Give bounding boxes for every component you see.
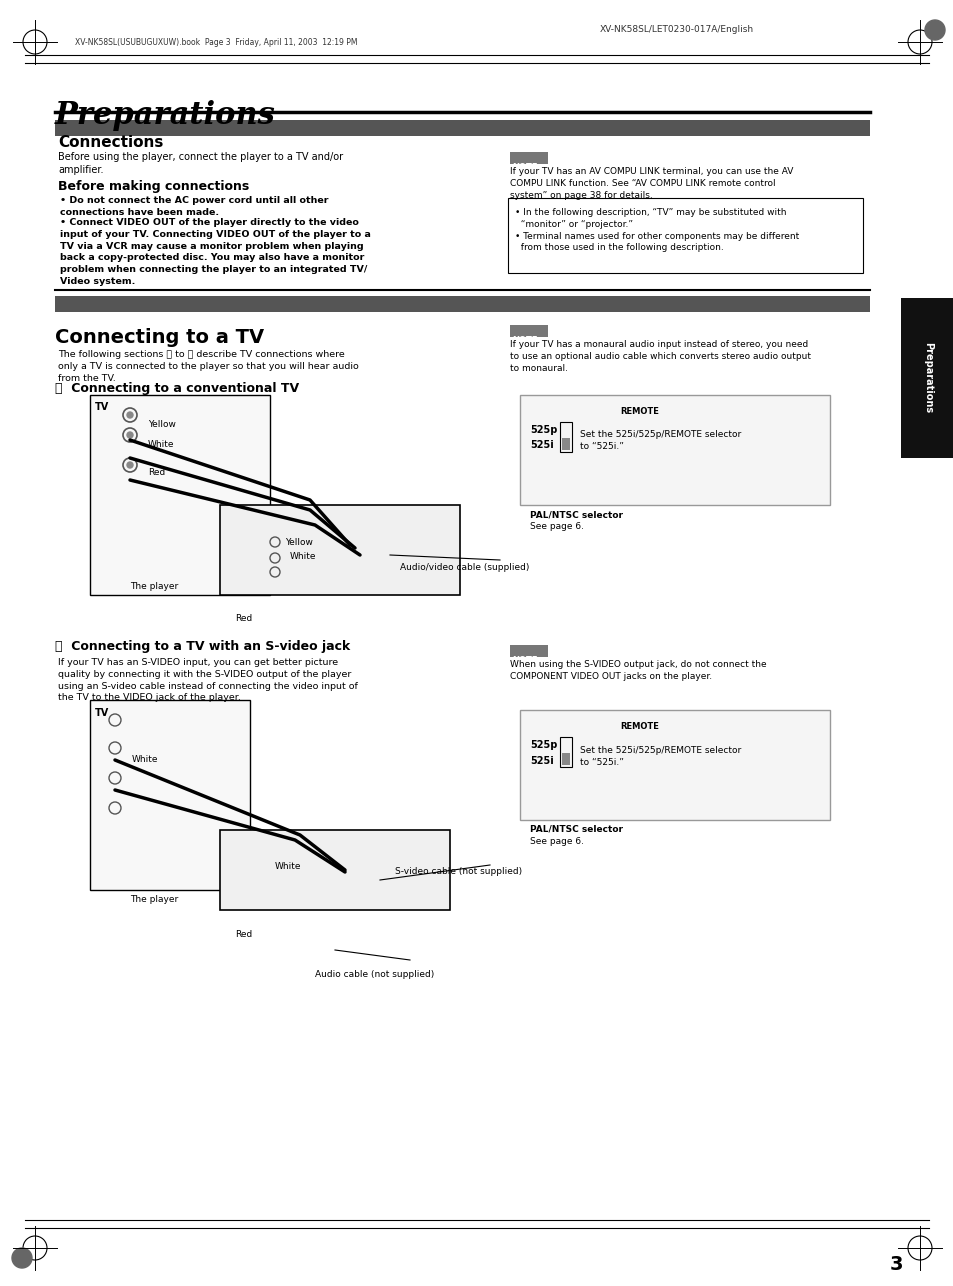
Text: TV: TV xyxy=(95,709,110,718)
Text: The player: The player xyxy=(130,895,178,904)
Bar xyxy=(55,296,869,312)
Text: Ⓐ  Connecting to a conventional TV: Ⓐ Connecting to a conventional TV xyxy=(55,382,299,395)
Bar xyxy=(510,152,547,165)
Text: NOTE: NOTE xyxy=(512,656,537,665)
Text: White: White xyxy=(132,755,158,764)
Bar xyxy=(507,198,862,273)
Text: PAL/NTSC selector: PAL/NTSC selector xyxy=(530,511,622,520)
Text: If your TV has a monaural audio input instead of stereo, you need
to use an opti: If your TV has a monaural audio input in… xyxy=(510,340,810,373)
Text: TV: TV xyxy=(95,403,110,412)
Bar xyxy=(559,422,572,451)
Circle shape xyxy=(127,462,132,468)
Bar xyxy=(220,829,450,910)
Text: • In the following description, “TV” may be substituted with
  “monitor” or “pro: • In the following description, “TV” may… xyxy=(515,208,799,252)
Bar xyxy=(900,298,953,458)
Text: PAL/NTSC selector: PAL/NTSC selector xyxy=(530,826,622,835)
Text: Yellow: Yellow xyxy=(148,421,175,430)
Text: If your TV has an S-VIDEO input, you can get better picture
quality by connectin: If your TV has an S-VIDEO input, you can… xyxy=(58,658,357,702)
Text: 3: 3 xyxy=(889,1255,902,1274)
Text: Red: Red xyxy=(148,468,165,477)
Text: NOTE: NOTE xyxy=(512,163,537,172)
Text: Audio/video cable (supplied): Audio/video cable (supplied) xyxy=(399,563,529,572)
Bar xyxy=(510,325,547,337)
Text: Red: Red xyxy=(234,613,252,622)
Text: Preparations: Preparations xyxy=(923,342,932,414)
Bar xyxy=(519,395,829,505)
Text: The player: The player xyxy=(130,583,178,592)
Bar xyxy=(519,710,829,820)
Text: Ⓑ  Connecting to a TV with an S-video jack: Ⓑ Connecting to a TV with an S-video jac… xyxy=(55,640,350,653)
Bar xyxy=(559,737,572,766)
Text: White: White xyxy=(148,440,174,449)
Text: White: White xyxy=(274,862,301,871)
Text: XV-NK58SL(USUBUGUXUW).book  Page 3  Friday, April 11, 2003  12:19 PM: XV-NK58SL(USUBUGUXUW).book Page 3 Friday… xyxy=(75,39,357,48)
Text: Connecting to a TV: Connecting to a TV xyxy=(55,328,264,347)
Bar xyxy=(90,395,270,595)
Text: White: White xyxy=(290,552,316,561)
Text: The following sections Ⓐ to Ⓒ describe TV connections where
only a TV is connect: The following sections Ⓐ to Ⓒ describe T… xyxy=(58,350,358,383)
Text: REMOTE: REMOTE xyxy=(619,406,659,415)
Text: Before using the player, connect the player to a TV and/or
amplifier.: Before using the player, connect the pla… xyxy=(58,152,343,175)
Bar xyxy=(220,505,459,595)
Text: Set the 525i/525p/REMOTE selector
to “525i.”: Set the 525i/525p/REMOTE selector to “52… xyxy=(579,430,740,451)
Text: • Do not connect the AC power cord until all other
connections have been made.: • Do not connect the AC power cord until… xyxy=(60,195,328,217)
Text: If your TV has an AV COMPU LINK terminal, you can use the AV
COMPU LINK function: If your TV has an AV COMPU LINK terminal… xyxy=(510,167,793,199)
Text: REMOTE: REMOTE xyxy=(619,721,659,730)
Text: XV-NK58SL/LET0230-017A/English: XV-NK58SL/LET0230-017A/English xyxy=(599,24,753,33)
Bar xyxy=(55,120,869,136)
Text: S-video cable (not supplied): S-video cable (not supplied) xyxy=(395,867,521,876)
Text: Yellow: Yellow xyxy=(285,538,313,547)
Circle shape xyxy=(12,1247,32,1268)
Circle shape xyxy=(924,21,944,40)
Text: See page 6.: See page 6. xyxy=(530,837,583,846)
Circle shape xyxy=(127,412,132,418)
Bar xyxy=(510,646,547,657)
Text: 525i: 525i xyxy=(530,756,553,766)
Text: 525p: 525p xyxy=(530,424,557,435)
Bar xyxy=(561,754,569,765)
Text: When using the S-VIDEO output jack, do not connect the
COMPONENT VIDEO OUT jacks: When using the S-VIDEO output jack, do n… xyxy=(510,660,766,680)
Bar xyxy=(90,700,250,890)
Text: Red: Red xyxy=(234,930,252,939)
Text: • Connect VIDEO OUT of the player directly to the video
input of your TV. Connec: • Connect VIDEO OUT of the player direct… xyxy=(60,219,371,285)
Text: NOTE: NOTE xyxy=(512,336,537,345)
Text: See page 6.: See page 6. xyxy=(530,522,583,531)
Text: Before making connections: Before making connections xyxy=(58,180,249,193)
Text: Preparations: Preparations xyxy=(55,100,275,131)
Bar xyxy=(561,439,569,450)
Circle shape xyxy=(127,432,132,439)
Text: 525i: 525i xyxy=(530,440,553,450)
Text: Connections: Connections xyxy=(58,135,163,150)
Text: Audio cable (not supplied): Audio cable (not supplied) xyxy=(314,970,434,979)
Text: 525p: 525p xyxy=(530,739,557,750)
Text: Set the 525i/525p/REMOTE selector
to “525i.”: Set the 525i/525p/REMOTE selector to “52… xyxy=(579,746,740,766)
